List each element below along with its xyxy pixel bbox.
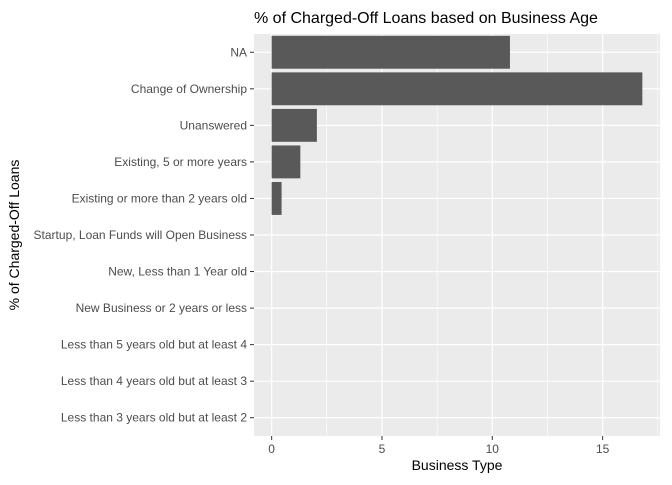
y-tick-label: Less than 3 years old but at least 2: [61, 411, 247, 425]
x-tick-label: 5: [379, 442, 386, 456]
y-tick-label: New, Less than 1 Year old: [108, 265, 247, 279]
bar: [271, 108, 317, 142]
x-tick-label: 15: [596, 442, 610, 456]
bar: [271, 182, 282, 215]
y-tick-label: Startup, Loan Funds will Open Business: [34, 228, 247, 242]
y-tick-label: NA: [230, 45, 247, 59]
bar: [271, 145, 301, 179]
y-tick-label: Less than 4 years old but at least 3: [61, 374, 247, 388]
y-tick-label: New Business or 2 years or less: [76, 301, 247, 315]
x-tick-layer: 0 5 10 15: [268, 436, 610, 456]
bar-layer: [271, 35, 643, 215]
y-tick-layer: NA Change of Ownership Unanswered Existing,…: [34, 45, 254, 425]
bar: [271, 72, 643, 106]
y-tick-label: Less than 5 years old but at least 4: [61, 338, 247, 352]
y-tick-label: Unanswered: [180, 118, 247, 132]
bar: [271, 35, 510, 69]
chart-title: % of Charged-Off Loans based on Business…: [254, 10, 598, 27]
x-tick-label: 10: [486, 442, 500, 456]
y-tick-label: Existing, 5 or more years: [114, 155, 247, 169]
y-tick-label: Change of Ownership: [131, 82, 247, 96]
x-tick-label: 0: [268, 442, 275, 456]
y-axis-title: % of Charged-Off Loans: [6, 160, 22, 311]
x-axis-title: Business Type: [412, 457, 503, 473]
y-tick-label: Existing or more than 2 years old: [72, 191, 247, 205]
